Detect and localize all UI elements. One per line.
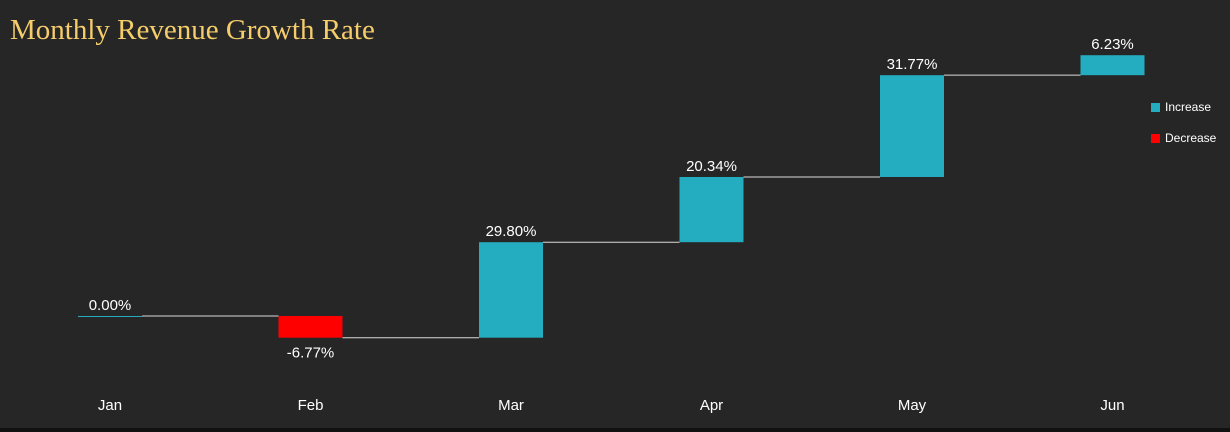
category-label-may: May [898,397,927,414]
category-label-mar: Mar [498,397,524,414]
data-label-may: 31.77% [887,56,938,73]
bar-jan [78,316,142,317]
data-label-apr: 20.34% [686,158,737,175]
bar-mar [479,242,543,338]
legend-item-decrease: Decrease [1151,129,1216,147]
chart-title: Monthly Revenue Growth Rate [10,14,375,46]
data-label-jun: 6.23% [1091,36,1134,53]
category-label-jan: Jan [98,397,122,414]
bar-apr [679,176,744,243]
data-label-mar: 29.80% [486,223,537,240]
legend-item-increase: Increase [1151,98,1216,116]
legend-label-increase: Increase [1165,100,1212,114]
data-label-jan: 0.00% [89,297,132,314]
category-label-feb: Feb [298,397,324,414]
data-label-feb: -6.77% [287,345,335,362]
legend: Increase Decrease [1151,98,1216,160]
legend-label-decrease: Decrease [1165,131,1217,145]
legend-swatch-decrease [1151,133,1160,143]
bar-jun [1080,55,1145,76]
legend-swatch-increase [1151,102,1160,112]
bar-feb [278,316,343,338]
category-label-jun: Jun [1100,397,1124,414]
category-label-apr: Apr [700,397,723,414]
bar-may [880,75,944,177]
